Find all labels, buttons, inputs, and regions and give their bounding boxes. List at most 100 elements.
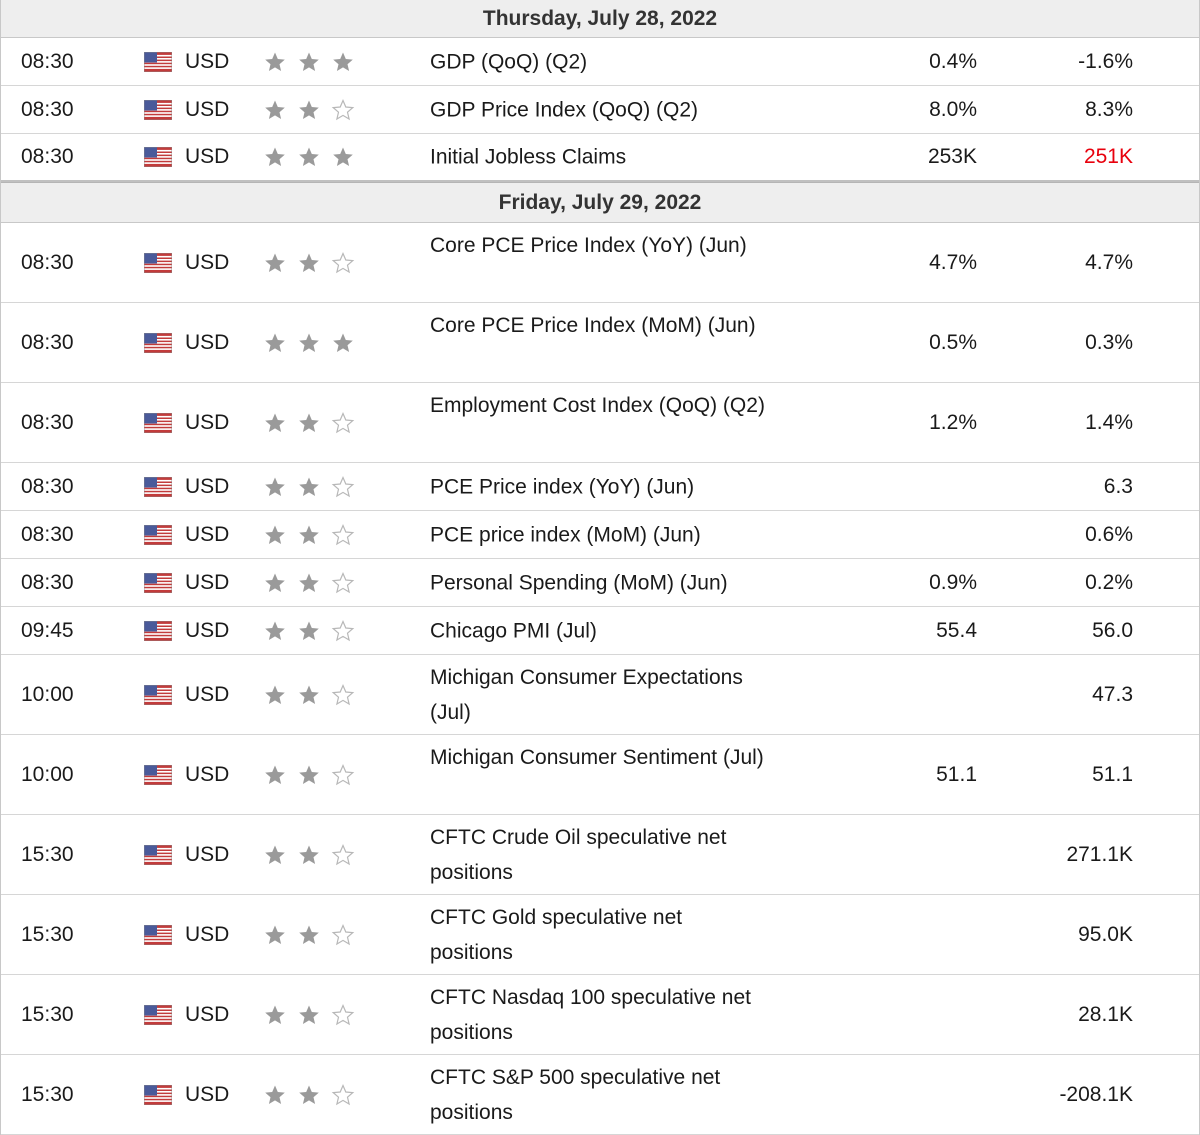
us-flag-icon bbox=[144, 1004, 172, 1025]
event-previous: -208.1K bbox=[1059, 1082, 1133, 1106]
star-outline-icon bbox=[331, 923, 355, 947]
event-name[interactable]: Michigan Consumer Expectations (Jul) bbox=[430, 666, 743, 724]
us-flag-icon bbox=[144, 524, 172, 545]
event-row[interactable]: 08:30 USD PCE price index (MoM) (Jun) 0.6% bbox=[1, 511, 1199, 559]
event-time: 08:30 bbox=[21, 522, 74, 546]
star-outline-icon bbox=[331, 1003, 355, 1027]
us-flag-icon bbox=[144, 572, 172, 593]
star-outline-icon bbox=[331, 1083, 355, 1107]
event-row[interactable]: 08:30 USD GDP (QoQ) (Q2) 0.4% -1.6% bbox=[1, 38, 1199, 86]
event-time: 10:00 bbox=[21, 762, 74, 786]
importance-rating bbox=[263, 331, 365, 355]
importance-rating bbox=[263, 619, 365, 643]
event-previous: -1.6% bbox=[1078, 49, 1133, 73]
star-filled-icon bbox=[297, 1083, 321, 1107]
event-currency: USD bbox=[185, 682, 230, 706]
star-filled-icon bbox=[297, 619, 321, 643]
star-filled-icon bbox=[263, 251, 287, 275]
event-name[interactable]: CFTC Crude Oil speculative net positions bbox=[430, 826, 727, 884]
event-row[interactable]: 08:30 USD Initial Jobless Claims 253K 251K bbox=[1, 134, 1199, 182]
event-name[interactable]: GDP Price Index (QoQ) (Q2) bbox=[430, 98, 699, 121]
event-name[interactable]: Core PCE Price Index (YoY) (Jun) bbox=[430, 234, 747, 257]
event-name[interactable]: PCE price index (MoM) (Jun) bbox=[430, 523, 701, 546]
importance-rating bbox=[263, 843, 365, 867]
star-filled-icon bbox=[263, 843, 287, 867]
event-time: 08:30 bbox=[21, 145, 74, 168]
event-forecast: 0.5% bbox=[929, 330, 977, 354]
event-row[interactable]: 10:00 USD Michigan Consumer Sentiment (Ju… bbox=[1, 735, 1199, 815]
us-flag-icon bbox=[144, 99, 172, 120]
event-name[interactable]: Michigan Consumer Sentiment (Jul) bbox=[430, 746, 764, 769]
event-row[interactable]: 10:00 USD Michigan Consumer Expectations … bbox=[1, 655, 1199, 735]
event-currency: USD bbox=[185, 522, 230, 546]
event-time: 08:30 bbox=[21, 570, 74, 594]
event-name[interactable]: CFTC Nasdaq 100 speculative net position… bbox=[430, 986, 751, 1044]
event-previous: 95.0K bbox=[1078, 922, 1133, 946]
event-row[interactable]: 08:30 USD Core PCE Price Index (MoM) (Jun… bbox=[1, 303, 1199, 383]
event-row[interactable]: 08:30 USD PCE Price index (YoY) (Jun) 6.3 bbox=[1, 463, 1199, 511]
star-outline-icon bbox=[331, 619, 355, 643]
event-previous: 0.2% bbox=[1085, 570, 1133, 594]
event-forecast: 0.4% bbox=[929, 49, 977, 73]
us-flag-icon bbox=[144, 844, 172, 865]
importance-rating bbox=[263, 923, 365, 947]
event-row[interactable]: 15:30 USD CFTC Gold speculative net posit… bbox=[1, 895, 1199, 975]
event-name[interactable]: Chicago PMI (Jul) bbox=[430, 619, 597, 642]
event-time: 08:30 bbox=[21, 410, 74, 434]
event-time: 15:30 bbox=[21, 1082, 74, 1106]
us-flag-icon bbox=[144, 252, 172, 273]
event-previous: 51.1 bbox=[1092, 762, 1133, 786]
event-name[interactable]: Core PCE Price Index (MoM) (Jun) bbox=[430, 314, 756, 337]
event-row[interactable]: 08:30 USD GDP Price Index (QoQ) (Q2) 8.0% 8… bbox=[1, 86, 1199, 134]
event-name[interactable]: GDP (QoQ) (Q2) bbox=[430, 50, 588, 73]
event-row[interactable]: 15:30 USD CFTC Nasdaq 100 speculative net… bbox=[1, 975, 1199, 1055]
event-row[interactable]: 08:30 USD Personal Spending (MoM) (Jun) 0.… bbox=[1, 559, 1199, 607]
event-name[interactable]: Initial Jobless Claims bbox=[430, 145, 627, 169]
us-flag-icon bbox=[144, 147, 172, 167]
star-filled-icon bbox=[331, 50, 355, 74]
event-name[interactable]: PCE Price index (YoY) (Jun) bbox=[430, 475, 695, 498]
event-row[interactable]: 15:30 USD CFTC S&P 500 speculative net po… bbox=[1, 1055, 1199, 1135]
star-outline-icon bbox=[331, 98, 355, 122]
star-filled-icon bbox=[297, 50, 321, 74]
event-name[interactable]: Employment Cost Index (QoQ) (Q2) bbox=[430, 394, 765, 417]
event-name[interactable]: Personal Spending (MoM) (Jun) bbox=[430, 571, 728, 594]
star-filled-icon bbox=[263, 475, 287, 499]
star-filled-icon bbox=[297, 683, 321, 707]
event-time: 15:30 bbox=[21, 922, 74, 946]
star-filled-icon bbox=[297, 475, 321, 499]
event-currency: USD bbox=[185, 762, 230, 786]
event-forecast: 8.0% bbox=[929, 97, 977, 121]
event-row[interactable]: 09:45 USD Chicago PMI (Jul) 55.4 56.0 bbox=[1, 607, 1199, 655]
event-previous: 4.7% bbox=[1085, 250, 1133, 274]
us-flag-icon bbox=[144, 684, 172, 705]
event-row[interactable]: 15:30 USD CFTC Crude Oil speculative net … bbox=[1, 815, 1199, 895]
star-filled-icon bbox=[263, 923, 287, 947]
day-events-friday: 08:30 USD Core PCE Price Index (YoY) (Jun… bbox=[1, 223, 1199, 1135]
star-filled-icon bbox=[263, 571, 287, 595]
event-previous: 251K bbox=[1083, 145, 1133, 168]
day-events-thursday: 08:30 USD GDP (QoQ) (Q2) 0.4% -1.6% 08:30 US… bbox=[1, 38, 1199, 182]
star-filled-icon bbox=[297, 331, 321, 355]
us-flag-icon bbox=[144, 51, 172, 72]
us-flag-icon bbox=[144, 1084, 172, 1105]
event-currency: USD bbox=[185, 330, 230, 354]
event-name[interactable]: CFTC S&P 500 speculative net positions bbox=[430, 1066, 721, 1124]
star-filled-icon bbox=[263, 1003, 287, 1027]
event-previous: 1.4% bbox=[1085, 410, 1133, 434]
star-filled-icon bbox=[263, 763, 287, 787]
event-currency: USD bbox=[185, 570, 230, 594]
event-row[interactable]: 08:30 USD Employment Cost Index (QoQ) (Q2… bbox=[1, 383, 1199, 463]
event-row[interactable]: 08:30 USD Core PCE Price Index (YoY) (Jun… bbox=[1, 223, 1199, 303]
star-filled-icon bbox=[263, 1083, 287, 1107]
event-currency: USD bbox=[185, 1002, 230, 1026]
star-filled-icon bbox=[297, 571, 321, 595]
importance-rating bbox=[263, 411, 365, 435]
importance-rating bbox=[263, 145, 365, 169]
event-name[interactable]: CFTC Gold speculative net positions bbox=[430, 906, 683, 964]
star-filled-icon bbox=[297, 523, 321, 547]
event-previous: 0.6% bbox=[1085, 522, 1133, 546]
us-flag-icon bbox=[144, 476, 172, 497]
star-filled-icon bbox=[297, 1003, 321, 1027]
event-forecast: 253K bbox=[927, 145, 977, 168]
